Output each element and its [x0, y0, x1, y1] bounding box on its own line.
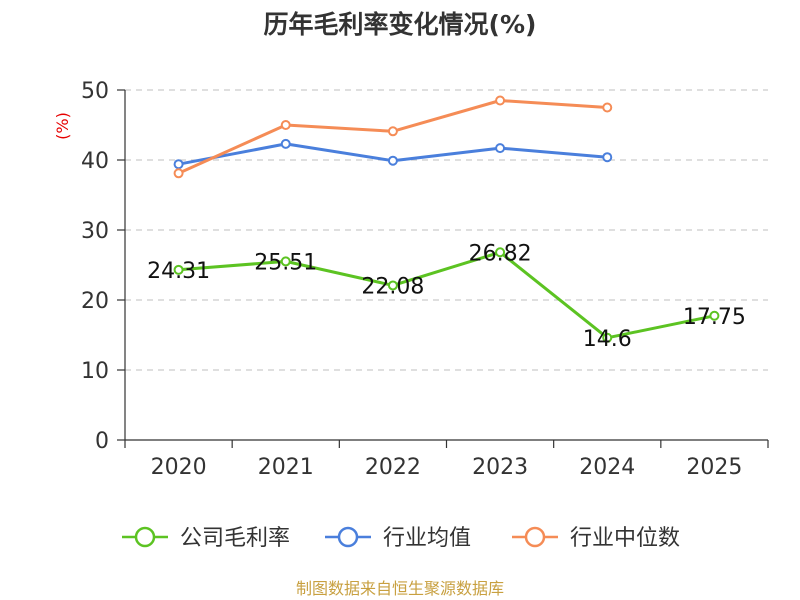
source-footer: 制图数据来自恒生聚源数据库: [296, 579, 504, 598]
x-tick-label: 2023: [472, 455, 528, 480]
x-tick-label: 2020: [151, 455, 207, 480]
y-tick-label: 50: [81, 79, 109, 104]
x-tick-label: 2022: [365, 455, 421, 480]
y-axis-unit: (%): [53, 112, 72, 140]
chart-title: 历年毛利率变化情况(%): [264, 10, 537, 39]
data-label: 17.75: [683, 305, 746, 330]
data-labels: 24.31 25.51 22.08 26.82 14.6 17.75: [147, 241, 746, 352]
legend-marker: [339, 528, 357, 546]
x-tick-label: 2025: [686, 455, 742, 480]
legend-label: 行业中位数: [570, 526, 680, 551]
legend-item-1[interactable]: 行业均值: [325, 526, 471, 551]
data-point: [282, 121, 290, 129]
legend: 公司毛利率 行业均值 行业中位数: [122, 526, 680, 551]
data-label: 14.6: [583, 327, 632, 352]
legend-marker: [526, 528, 544, 546]
data-label: 25.51: [254, 250, 317, 275]
y-tick-label: 10: [81, 359, 109, 384]
legend-item-2[interactable]: 行业中位数: [512, 526, 680, 551]
legend-label: 行业均值: [383, 526, 471, 551]
data-point: [603, 104, 611, 112]
data-label: 24.31: [147, 259, 210, 284]
data-point: [603, 153, 611, 161]
data-point: [496, 97, 504, 105]
legend-item-0[interactable]: 公司毛利率: [122, 526, 290, 551]
gridlines: [125, 90, 768, 370]
data-label: 26.82: [469, 241, 532, 266]
data-point: [282, 140, 290, 148]
data-point: [389, 157, 397, 165]
series-lines: [175, 97, 719, 342]
data-point: [175, 169, 183, 177]
x-tick-label: 2024: [579, 455, 635, 480]
y-tick-labels: 0 10 20 30 40 50: [81, 79, 109, 454]
data-label: 22.08: [361, 274, 424, 299]
y-tick-label: 20: [81, 289, 109, 314]
x-tick-labels: 2020 2021 2022 2023 2024 2025: [151, 455, 743, 480]
legend-label: 公司毛利率: [180, 526, 290, 551]
y-tick-label: 0: [95, 429, 109, 454]
y-tick-label: 30: [81, 219, 109, 244]
data-point: [389, 127, 397, 135]
x-tick-label: 2021: [258, 455, 314, 480]
legend-marker: [136, 528, 154, 546]
data-point: [496, 144, 504, 152]
y-tick-label: 40: [81, 149, 109, 174]
data-point: [175, 160, 183, 168]
